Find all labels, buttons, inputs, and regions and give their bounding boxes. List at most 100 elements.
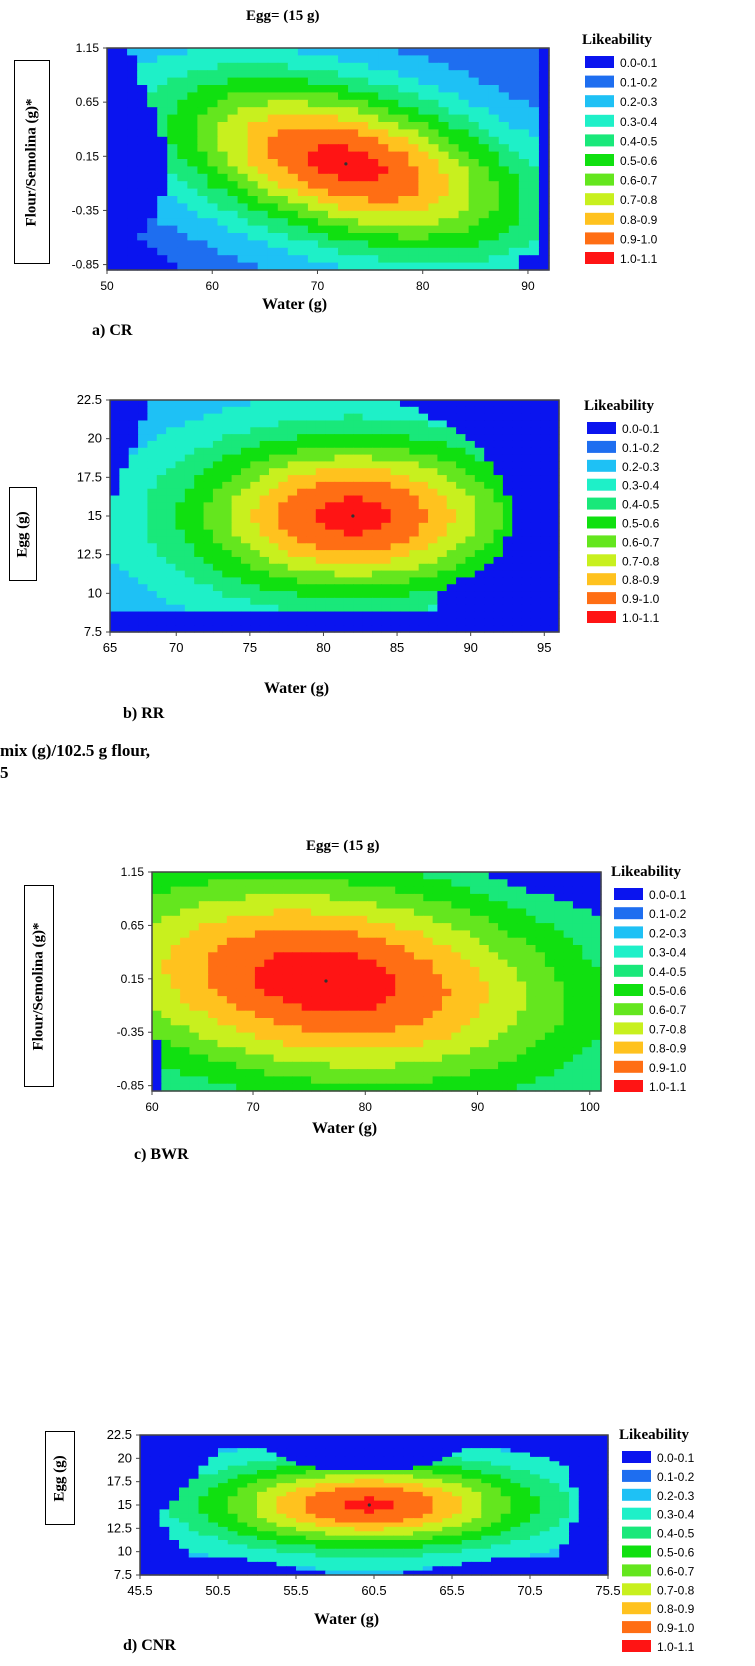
- heatmap-cell: [167, 233, 178, 241]
- heatmap-cell: [184, 529, 195, 538]
- heatmap-cell: [357, 1010, 368, 1019]
- heatmap-cell: [166, 529, 177, 538]
- heatmap-cell: [393, 1456, 404, 1462]
- heatmap-cell: [521, 406, 532, 415]
- heatmap-cell: [329, 1010, 340, 1019]
- heatmap-cell: [254, 901, 265, 910]
- heatmap-cell: [222, 461, 233, 469]
- heatmap-cell: [354, 1470, 365, 1475]
- heatmap-cell: [418, 247, 430, 256]
- heatmap-cell: [311, 915, 321, 924]
- heatmap-cell: [393, 1465, 404, 1471]
- heatmap-cell: [306, 584, 317, 592]
- heatmap-cell: [267, 62, 279, 71]
- heatmap-cell: [591, 1018, 602, 1026]
- heatmap-cell: [231, 543, 242, 551]
- heatmap-cell: [507, 945, 518, 953]
- heatmap-cell: [538, 159, 550, 167]
- heatmap-cell: [460, 996, 471, 1004]
- heatmap-cell: [218, 1465, 229, 1471]
- heatmap-cell: [408, 70, 420, 79]
- heatmap-cell: [128, 413, 139, 422]
- heatmap-cell: [470, 915, 480, 924]
- heatmap-cell: [247, 92, 259, 101]
- heatmap-cell: [371, 488, 382, 497]
- heatmap-cell: [287, 151, 299, 160]
- heatmap-cell: [307, 173, 319, 182]
- heatmap-cell: [518, 247, 530, 256]
- heatmap-cell: [277, 122, 289, 130]
- heatmap-cell: [432, 937, 443, 946]
- heatmap-cell: [237, 99, 249, 108]
- heatmap-cell: [334, 556, 345, 565]
- heatmap-cell: [488, 48, 500, 56]
- heatmap-cell: [317, 99, 329, 108]
- heatmap-cell: [544, 930, 555, 939]
- x-tick-label: 75: [243, 640, 257, 655]
- heatmap-cell: [526, 1039, 537, 1048]
- heatmap-cell: [390, 604, 401, 613]
- heatmap-cell: [194, 570, 205, 579]
- heatmap-cell: [491, 1461, 502, 1467]
- heatmap-cell: [502, 577, 513, 585]
- heatmap-cell: [488, 930, 499, 939]
- heatmap-cell: [470, 1032, 480, 1041]
- heatmap-cell: [385, 1047, 396, 1056]
- heatmap-cell: [287, 597, 298, 606]
- heatmap-cell: [217, 85, 229, 93]
- heatmap-cell: [119, 475, 130, 483]
- heatmap-cell: [247, 255, 259, 264]
- heatmap-cell: [240, 563, 251, 572]
- heatmap-cell: [180, 872, 191, 880]
- heatmap-cell: [512, 591, 523, 599]
- heatmap-cell: [292, 952, 303, 961]
- heatmap-cell: [418, 543, 429, 551]
- heatmap-cell: [493, 529, 504, 538]
- heatmap-cell: [212, 536, 223, 544]
- heatmap-cell: [217, 233, 229, 241]
- heatmap-cell: [247, 196, 259, 204]
- heatmap-cell: [301, 974, 312, 983]
- heatmap-cell: [413, 930, 424, 939]
- heatmap-cell: [484, 550, 495, 558]
- heatmap-cell: [226, 923, 237, 931]
- heatmap-cell: [512, 488, 523, 497]
- heatmap-cell: [250, 427, 261, 435]
- heatmap-cell: [236, 1018, 247, 1026]
- heatmap-cell: [393, 1470, 404, 1475]
- heatmap-cell: [317, 55, 329, 64]
- heatmap-cell: [127, 99, 138, 108]
- heatmap-cell: [493, 597, 504, 606]
- heatmap-cell: [456, 563, 467, 572]
- heatmap-cell: [461, 1461, 473, 1467]
- heatmap-cell: [502, 468, 513, 476]
- heatmap-cell: [512, 536, 523, 544]
- heatmap-cell: [287, 447, 298, 456]
- heatmap-cell: [385, 981, 396, 990]
- heatmap-cell: [297, 454, 308, 463]
- heatmap-cell: [488, 966, 499, 975]
- heatmap-cell: [329, 1076, 340, 1085]
- heatmap-cell: [388, 122, 399, 130]
- heatmap-cell: [381, 495, 392, 503]
- heatmap-cell: [250, 536, 261, 544]
- heatmap-cell: [334, 577, 345, 585]
- heatmap-cell: [460, 1083, 471, 1092]
- heatmap-cell: [357, 1083, 368, 1092]
- heatmap-cell: [189, 872, 200, 880]
- heatmap-cell: [388, 151, 399, 160]
- heatmap-cell: [245, 974, 256, 983]
- heatmap-cell: [247, 55, 259, 64]
- heatmap-cell: [245, 872, 256, 880]
- heatmap-cell: [264, 872, 275, 880]
- heatmap-cell: [339, 886, 350, 895]
- heatmap-cell: [493, 461, 504, 469]
- heatmap-cell: [306, 591, 317, 599]
- heatmap-cell: [498, 173, 510, 182]
- heatmap-cell: [117, 240, 128, 249]
- heatmap-cell: [385, 923, 396, 931]
- heatmap-cell: [535, 908, 546, 917]
- heatmap-cell: [516, 1018, 527, 1026]
- heatmap-cell: [446, 556, 457, 565]
- heatmap-cell: [438, 55, 450, 64]
